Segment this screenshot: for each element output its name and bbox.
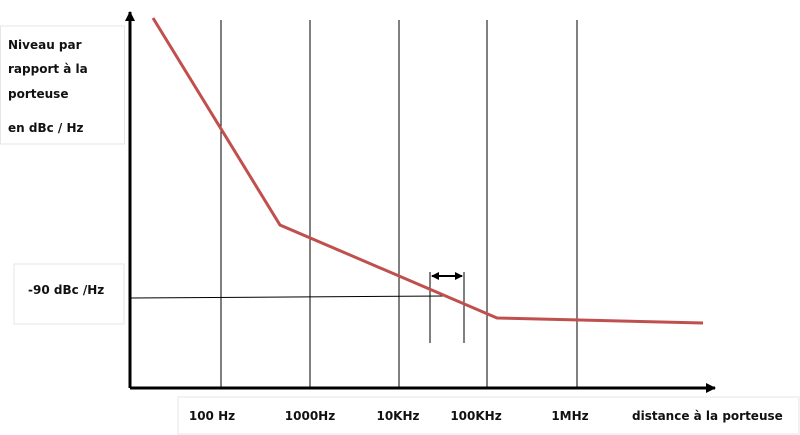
noise-curve xyxy=(151,17,704,325)
x-label: 1MHz xyxy=(551,409,588,423)
grid xyxy=(220,20,578,388)
x-axis-label: distance à la porteuse xyxy=(632,409,783,423)
y-label-line: Niveau par xyxy=(8,38,82,52)
x-labels-box xyxy=(177,396,800,435)
y-label-unit: en dBc / Hz xyxy=(8,121,83,135)
y-label-line: rapport à la xyxy=(8,62,88,76)
x-label: 1000Hz xyxy=(285,409,335,423)
reference-label: -90 dBc /Hz xyxy=(28,283,104,297)
x-label: 100 Hz xyxy=(189,409,235,423)
y-label-line: porteuse xyxy=(8,87,68,101)
y-label-box xyxy=(0,25,125,145)
x-label: 100KHz xyxy=(450,409,501,423)
reference-label-box xyxy=(13,263,125,325)
x-label: 10KHz xyxy=(376,409,419,423)
reference-line xyxy=(129,295,446,299)
